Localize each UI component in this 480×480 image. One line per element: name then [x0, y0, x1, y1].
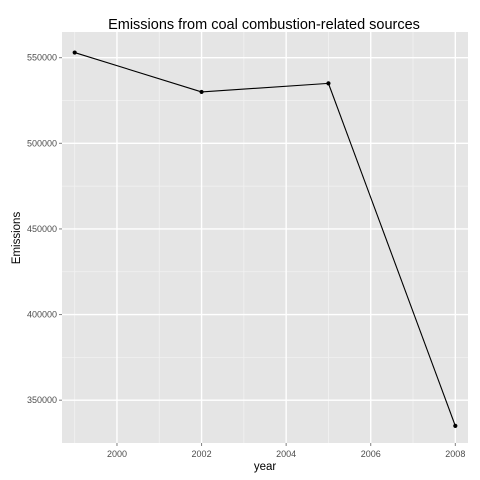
data-point [453, 423, 458, 428]
y-tick-label: 350000 [27, 395, 57, 405]
line-segment [201, 82, 329, 93]
x-tick-label: 2000 [107, 449, 127, 459]
data-point [72, 50, 77, 55]
data-point [326, 81, 331, 86]
y-tick-label: 400000 [27, 310, 57, 320]
x-axis-title: year [254, 461, 277, 473]
y-tick-label: 450000 [27, 224, 57, 234]
y-tick-label: 500000 [27, 138, 57, 148]
grid-major [62, 32, 468, 443]
line-segment [74, 52, 202, 93]
y-axis-title: Emissions [11, 212, 23, 265]
data-point [199, 89, 204, 95]
x-tick-label: 2008 [445, 449, 465, 459]
chart-title: Emissions from coal combustion-related s… [108, 17, 420, 33]
series-emissions [72, 50, 458, 428]
y-tick-label: 550000 [27, 53, 57, 63]
y-axis: 350000 400000 450000 500000 550000 [27, 53, 62, 405]
x-tick-label: 2004 [276, 449, 296, 459]
line-segment [327, 83, 456, 427]
x-tick-label: 2002 [192, 449, 212, 459]
grid-minor [62, 32, 468, 443]
x-axis: 2000 2002 2004 2006 2008 [107, 443, 465, 459]
x-tick-label: 2006 [361, 449, 381, 459]
plot-panel [62, 32, 468, 443]
